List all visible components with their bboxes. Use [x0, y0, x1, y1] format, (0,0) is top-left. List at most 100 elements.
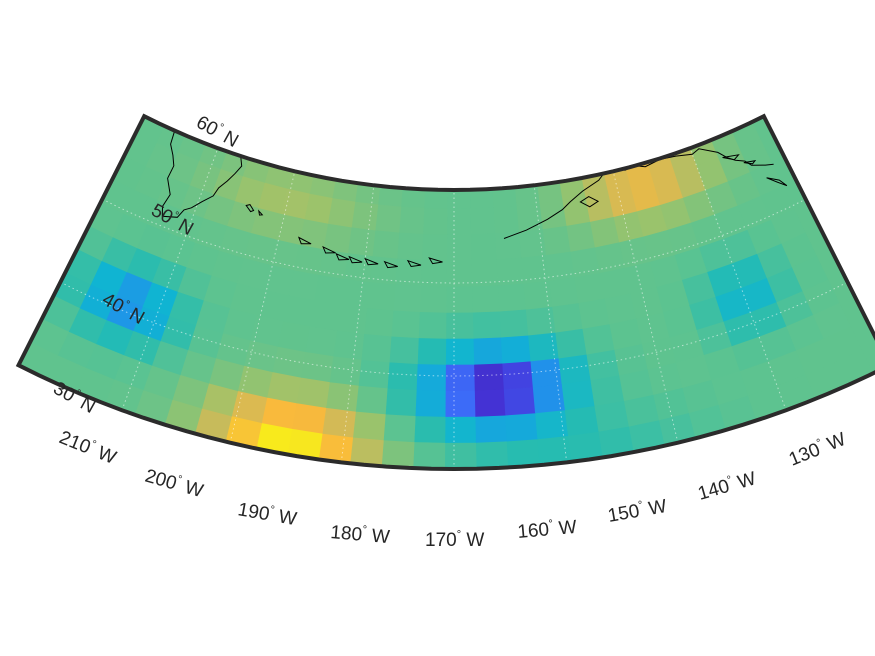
field-cell: [244, 340, 279, 373]
field-cell: [350, 437, 385, 467]
field-cell: [549, 276, 579, 307]
field-cell: [568, 431, 604, 462]
field-cell: [731, 336, 769, 372]
field-cell: [287, 428, 324, 460]
field-cell: [445, 338, 475, 365]
field-cell: [760, 185, 795, 220]
field-cell: [212, 168, 244, 202]
field-cell: [304, 193, 333, 224]
field-cell: [623, 394, 660, 427]
field-cell: [283, 295, 316, 327]
coastline: [364, 257, 379, 266]
graticule-line: [121, 148, 219, 411]
field-cell: [474, 389, 506, 417]
field-cell: [447, 207, 472, 235]
field-cell: [516, 202, 544, 232]
field-cell: [101, 236, 138, 273]
field-cell: [332, 172, 360, 202]
field-cell: [170, 209, 205, 243]
field-cell: [669, 329, 705, 363]
field-cell: [445, 364, 476, 391]
field-cell: [619, 368, 654, 401]
field-cell: [446, 312, 474, 339]
field-cell: [340, 278, 371, 309]
field-cell: [578, 298, 610, 329]
field-cell: [674, 246, 708, 280]
field-cell: [636, 204, 668, 237]
field-cell: [293, 244, 324, 276]
field-cell: [353, 411, 387, 441]
field-cell: [707, 262, 742, 297]
field-cell: [137, 223, 172, 259]
field-cell: [786, 314, 825, 351]
field-cell: [861, 336, 875, 374]
field-cell: [211, 250, 245, 284]
field-cell: [493, 205, 520, 234]
field-cell: [319, 248, 349, 280]
field-cell: [381, 439, 415, 469]
field-cell: [145, 142, 179, 177]
field-cell: [445, 390, 476, 417]
field-cell: [326, 381, 360, 412]
field-cell: [401, 180, 426, 208]
field-cell: [417, 337, 447, 365]
field-cell: [566, 221, 596, 252]
field-cell: [188, 324, 224, 359]
field-cell: [337, 304, 368, 334]
field-cell: [802, 278, 840, 315]
field-cell: [682, 379, 720, 414]
coastline: [322, 245, 336, 254]
graticule-line: [229, 171, 296, 443]
coastline: [743, 159, 757, 165]
field-cell: [505, 412, 538, 442]
field-cell: [351, 201, 379, 231]
field-cell: [590, 374, 625, 407]
field-cell: [545, 251, 575, 281]
field-cell: [216, 332, 251, 366]
field-cell: [723, 311, 760, 347]
field-cell: [536, 174, 563, 204]
field-cell: [196, 300, 231, 334]
field-cell: [446, 286, 474, 313]
field-cell: [90, 260, 128, 297]
field-cell: [474, 363, 505, 391]
field-cell: [30, 318, 70, 356]
field-cell: [739, 360, 778, 396]
lon-label-150: 150° W: [606, 495, 668, 527]
field-cell: [369, 255, 398, 285]
field-cell: [717, 147, 751, 182]
field-cell: [609, 318, 643, 350]
field-cell: [57, 331, 97, 369]
field-cell: [756, 243, 793, 279]
field-cell: [116, 271, 153, 307]
field-cell: [492, 179, 517, 208]
graticule-line: [60, 281, 848, 377]
field-cell: [447, 181, 471, 209]
field-cell: [525, 306, 556, 336]
field-cell: [164, 399, 203, 434]
field-cell: [219, 225, 252, 259]
field-cell: [613, 210, 644, 243]
field-cell: [599, 267, 632, 299]
field-cell: [759, 325, 797, 362]
field-cell: [662, 304, 698, 338]
field-cell: [275, 213, 305, 245]
field-cell: [506, 438, 541, 468]
field-cell: [152, 340, 189, 376]
field-cell: [675, 354, 712, 388]
field-cell: [272, 346, 307, 378]
coastline: [503, 173, 605, 239]
graticule-line: [340, 185, 375, 463]
lon-label-160: 160° W: [517, 516, 578, 543]
field-cell: [134, 166, 169, 201]
field-cell: [705, 180, 738, 215]
field-cell: [542, 225, 571, 256]
field-cell: [741, 277, 777, 313]
field-cell: [209, 358, 245, 392]
field-cell: [476, 441, 509, 469]
lon-label-210: 210° W: [56, 426, 119, 469]
graticule-line: [612, 171, 679, 443]
field-cell: [732, 253, 768, 288]
field-cell: [445, 442, 478, 469]
field-cell: [499, 309, 529, 338]
